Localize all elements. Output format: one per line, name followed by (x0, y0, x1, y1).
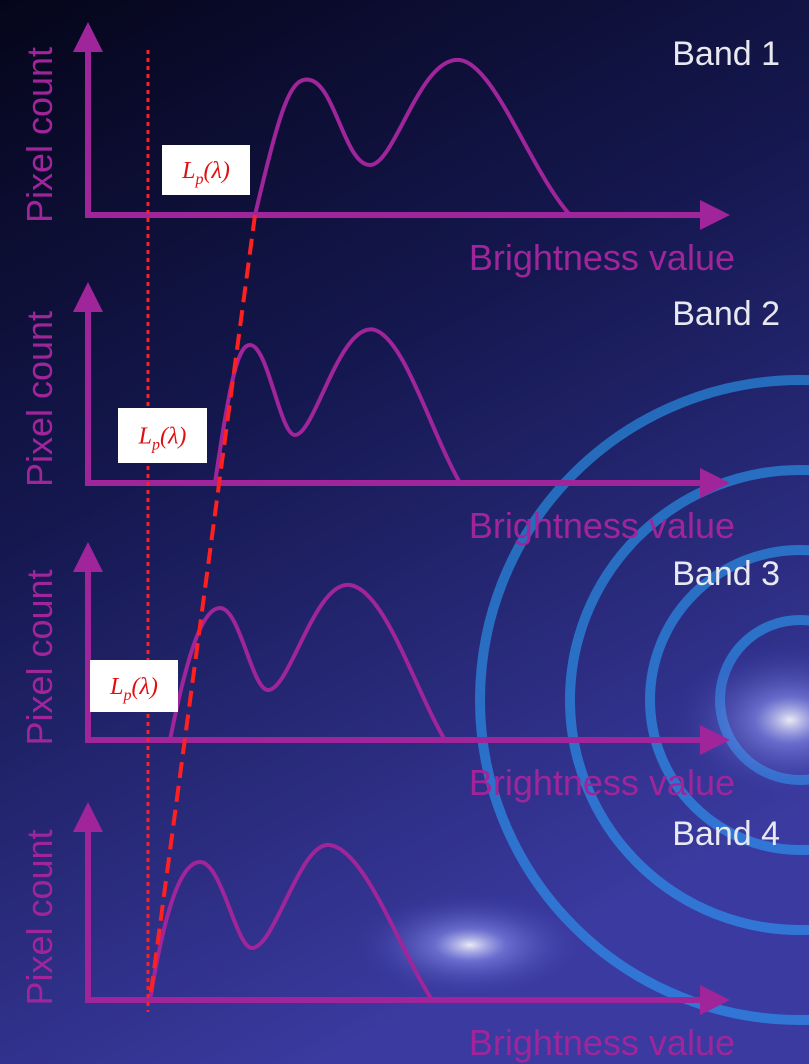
marker-label: Lp(λ) (138, 424, 187, 454)
histogram-curve (168, 582, 447, 742)
glow (670, 640, 809, 800)
marker-arg: (λ) (131, 674, 157, 700)
histogram-curve (148, 842, 434, 1002)
marker-base: L (109, 674, 123, 700)
glow (350, 890, 590, 1000)
band-label: Band 1 (672, 35, 780, 73)
marker-base: L (138, 424, 152, 450)
marker-base: L (181, 158, 195, 184)
marker-label: Lp(λ) (109, 674, 158, 704)
y-axis-label: Pixel count (19, 47, 60, 223)
y-axis-label: Pixel count (19, 569, 60, 745)
panel: Pixel count Brightness value Band 2 (19, 282, 780, 546)
x-axis-label: Brightness value (469, 762, 735, 803)
panel: Pixel count Brightness value Band 4 (19, 802, 780, 1063)
panel: Pixel count Brightness value Band 1 (19, 22, 780, 278)
panel: Pixel count Brightness value Band 3 (19, 542, 780, 803)
histogram-curve (213, 327, 462, 484)
marker-box (90, 660, 178, 712)
marker-sub: p (151, 437, 160, 454)
band-label: Band 4 (672, 815, 780, 853)
marker-label: Lp(λ) (181, 158, 230, 188)
band-label: Band 2 (672, 295, 780, 333)
band-label: Band 3 (672, 555, 780, 593)
x-axis-label: Brightness value (469, 237, 735, 278)
x-axis-label: Brightness value (469, 1022, 735, 1063)
marker-box (162, 145, 250, 195)
histogram-curve (253, 57, 572, 217)
marker-sub: p (194, 171, 203, 188)
y-axis-label: Pixel count (19, 311, 60, 487)
marker-arg: (λ) (203, 158, 229, 184)
marker-sub: p (122, 687, 131, 704)
marker-box (118, 408, 207, 463)
trend-line (148, 214, 257, 1001)
y-axis-label: Pixel count (19, 829, 60, 1005)
marker-arg: (λ) (160, 424, 186, 450)
x-axis-label: Brightness value (469, 505, 735, 546)
